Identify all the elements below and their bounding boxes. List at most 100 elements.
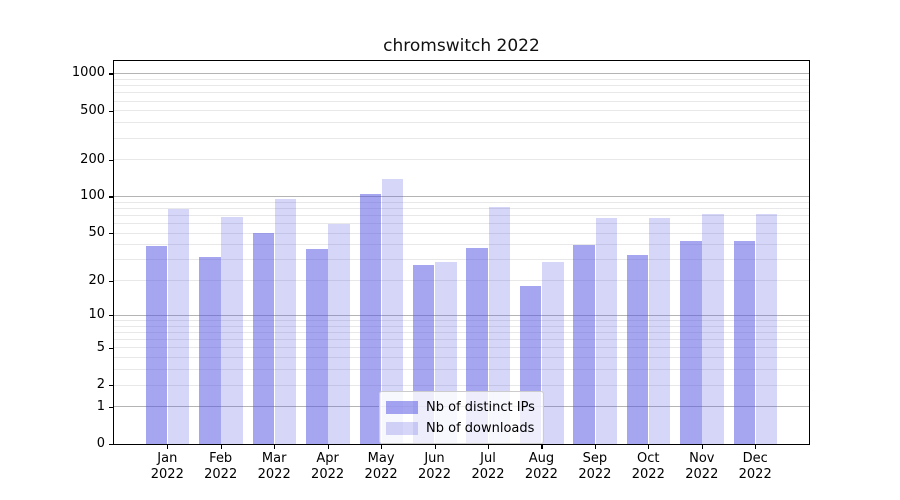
bar-distinct-ips bbox=[145, 246, 168, 444]
x-axis-tick-label: Feb 2022 bbox=[189, 451, 253, 483]
y-axis-tick-label: 50 bbox=[88, 225, 105, 240]
x-axis-tick-label-line: Jan bbox=[157, 451, 178, 466]
legend-label: Nb of distinct IPs bbox=[426, 400, 535, 415]
x-axis-tick bbox=[755, 445, 757, 449]
major-gridline bbox=[113, 196, 809, 198]
minor-gridline bbox=[113, 207, 809, 209]
x-axis-tick-label-line: Jul bbox=[480, 451, 496, 466]
y-axis-tick-label: 0 bbox=[96, 435, 105, 451]
minor-gridline bbox=[113, 137, 809, 139]
x-axis-tick-label: Nov 2022 bbox=[670, 451, 734, 483]
x-axis-tick-label: Oct 2022 bbox=[616, 451, 680, 483]
y-axis-tick bbox=[108, 347, 113, 349]
y-axis-tick-label: 1 bbox=[96, 398, 105, 414]
minor-gridline bbox=[113, 325, 809, 327]
bar-downloads bbox=[167, 209, 190, 444]
minor-gridline bbox=[113, 223, 809, 225]
minor-gridline bbox=[113, 100, 809, 102]
minor-gridline bbox=[113, 159, 809, 161]
bar-downloads bbox=[381, 178, 404, 444]
x-axis-tick-label-line: Apr bbox=[316, 451, 339, 466]
minor-gridline bbox=[113, 244, 809, 246]
minor-gridline bbox=[113, 259, 809, 261]
x-axis-tick bbox=[381, 445, 383, 449]
y-axis-tick bbox=[108, 233, 113, 235]
bar-downloads bbox=[274, 199, 297, 444]
minor-gridline bbox=[113, 232, 809, 234]
minor-gridline bbox=[113, 85, 809, 87]
bar-distinct-ips bbox=[733, 241, 756, 444]
minor-gridline bbox=[113, 332, 809, 333]
y-axis-tick-label: 1000 bbox=[71, 65, 105, 81]
major-gridline bbox=[113, 73, 809, 75]
minor-gridline bbox=[113, 280, 809, 282]
bar-distinct-ips bbox=[359, 194, 381, 444]
x-axis-tick bbox=[488, 445, 490, 449]
x-axis-tick-label-line: May bbox=[367, 451, 395, 466]
x-axis-tick-label: Aug 2022 bbox=[509, 451, 573, 483]
x-axis-tick-label-line: 2022 bbox=[150, 467, 184, 482]
bar-distinct-ips bbox=[199, 256, 221, 444]
y-axis-tick-label: 2 bbox=[96, 376, 105, 392]
bar-distinct-ips bbox=[680, 241, 702, 444]
x-axis-tick-label: Dec 2022 bbox=[723, 451, 787, 483]
x-axis-tick-label: Jun 2022 bbox=[403, 451, 467, 483]
bar-downloads bbox=[648, 217, 671, 444]
x-axis-tick-label-line: 2022 bbox=[685, 467, 719, 482]
x-axis-tick-label-line: Sep bbox=[582, 451, 608, 466]
y-axis-tick-label: 5 bbox=[96, 339, 105, 355]
x-axis-tick-label-line: 2022 bbox=[578, 467, 612, 482]
minor-gridline bbox=[113, 320, 809, 321]
x-axis-tick bbox=[220, 445, 222, 449]
y-axis-tick bbox=[108, 110, 113, 112]
plot-area bbox=[112, 59, 810, 445]
legend-swatch bbox=[386, 422, 418, 435]
minor-gridline bbox=[113, 215, 809, 216]
major-gridline bbox=[113, 314, 809, 316]
minor-gridline bbox=[113, 369, 809, 371]
minor-gridline bbox=[113, 78, 809, 80]
chart-title: chromswitch 2022 bbox=[383, 36, 540, 56]
bar-distinct-ips bbox=[626, 255, 649, 444]
minor-gridline bbox=[113, 110, 809, 112]
legend-item: Nb of downloads bbox=[386, 421, 535, 436]
legend-swatch bbox=[386, 401, 418, 414]
bar-downloads bbox=[755, 214, 778, 444]
bar-downloads bbox=[328, 223, 350, 444]
x-axis-tick bbox=[541, 445, 543, 449]
x-axis-tick bbox=[594, 445, 597, 449]
y-axis-tick bbox=[108, 384, 113, 386]
y-axis-tick bbox=[108, 73, 113, 75]
bar-downloads bbox=[488, 207, 511, 444]
minor-gridline bbox=[113, 357, 809, 359]
x-axis-tick-label-line: Aug bbox=[528, 451, 555, 466]
x-axis-tick-label-line: 2022 bbox=[364, 467, 398, 482]
bar-downloads bbox=[221, 217, 243, 444]
bar-downloads bbox=[542, 261, 564, 444]
y-axis-tick bbox=[108, 159, 113, 161]
y-axis-tick-label: 500 bbox=[80, 102, 105, 118]
x-axis-tick-label-line: Feb bbox=[209, 451, 233, 466]
minor-gridline bbox=[113, 201, 809, 203]
x-axis-tick-label: Jan 2022 bbox=[135, 451, 199, 483]
minor-gridline bbox=[113, 384, 809, 386]
x-axis-tick-label-line: 2022 bbox=[257, 467, 291, 482]
minor-gridline bbox=[113, 122, 809, 124]
legend-label: Nb of downloads bbox=[426, 421, 535, 436]
x-axis-tick-label: Mar 2022 bbox=[242, 451, 306, 483]
x-axis-tick-label: Jul 2022 bbox=[456, 451, 520, 483]
x-axis-tick-label: May 2022 bbox=[349, 451, 413, 483]
legend: Nb of distinct IPs Nb of downloads bbox=[379, 391, 544, 444]
y-axis-tick-label: 10 bbox=[88, 307, 105, 323]
x-axis-tick bbox=[327, 445, 329, 449]
bar-distinct-ips bbox=[252, 233, 275, 444]
y-axis-tick-label: 100 bbox=[80, 188, 105, 204]
bar-downloads bbox=[595, 217, 617, 444]
x-axis-tick bbox=[434, 445, 436, 449]
x-axis-tick-label-line: Mar bbox=[261, 451, 287, 466]
y-axis-tick bbox=[108, 280, 113, 282]
minor-gridline bbox=[113, 339, 809, 341]
x-axis-tick-label-line: 2022 bbox=[471, 467, 505, 482]
minor-gridline bbox=[113, 92, 809, 94]
